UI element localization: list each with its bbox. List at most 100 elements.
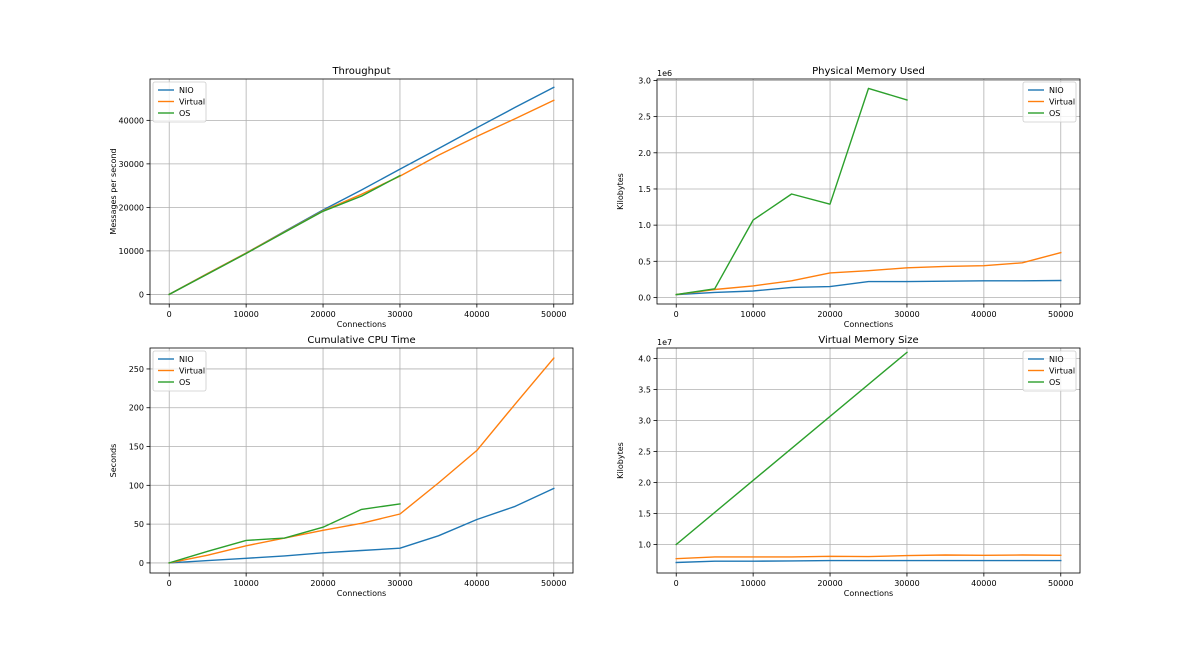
legend-entry-nio: NIO bbox=[179, 86, 194, 95]
legend-box bbox=[152, 81, 207, 123]
chart-title: Physical Memory Used bbox=[812, 66, 925, 77]
y-tick-label: 200 bbox=[129, 404, 144, 413]
legend-entry-os: OS bbox=[1049, 378, 1060, 387]
legend-entry-virtual: Virtual bbox=[1049, 98, 1075, 107]
series-line-virtual bbox=[168, 357, 555, 564]
y-tick-label: 100 bbox=[129, 481, 144, 490]
legend: NIO Virtual OS bbox=[152, 350, 207, 392]
legend-entry-os: OS bbox=[179, 109, 190, 118]
series-line-virtual bbox=[675, 554, 1062, 560]
x-tick-label: 0 bbox=[167, 579, 172, 588]
series-line-nio bbox=[675, 279, 1062, 296]
legend-box bbox=[152, 350, 207, 392]
series-line-os bbox=[168, 503, 401, 564]
y-tick-label: 0 bbox=[139, 290, 144, 299]
axes-frame bbox=[656, 78, 1081, 305]
x-tick-label: 10000 bbox=[740, 579, 765, 588]
y-tick-label: 150 bbox=[129, 443, 144, 452]
x-tick-label: 40000 bbox=[464, 579, 489, 588]
axes-frame bbox=[149, 347, 574, 574]
y-tick-label: 1.5 bbox=[638, 185, 651, 194]
series-line-os bbox=[675, 351, 908, 546]
x-tick-label: 50000 bbox=[541, 579, 566, 588]
y-tick-label: 1.5 bbox=[638, 509, 651, 518]
axis-offset-label: 1e6 bbox=[657, 69, 672, 78]
legend: NIO Virtual OS bbox=[152, 81, 207, 123]
x-tick-label: 10000 bbox=[233, 579, 258, 588]
x-tick-label: 50000 bbox=[541, 310, 566, 319]
legend-entry-nio: NIO bbox=[179, 355, 194, 364]
y-tick-label: 3.0 bbox=[638, 417, 651, 426]
x-tick-label: 30000 bbox=[894, 579, 919, 588]
chart-panel-3: 0 10000 20000 30000 40000 50000 0 50 100 150 200 25… bbox=[109, 335, 574, 598]
y-axis-label: Kilobytes bbox=[616, 442, 625, 479]
y-tick-label: 2.0 bbox=[638, 479, 651, 488]
axes-frame bbox=[149, 78, 574, 305]
legend-box bbox=[1022, 350, 1077, 392]
x-tick-label: 30000 bbox=[387, 579, 412, 588]
y-tick-label: 1.0 bbox=[638, 540, 651, 549]
x-axis-label: Connections bbox=[844, 589, 893, 598]
x-tick-label: 0 bbox=[674, 310, 679, 319]
x-tick-label: 30000 bbox=[894, 310, 919, 319]
series-line-nio bbox=[168, 487, 555, 564]
y-tick-label: 20000 bbox=[119, 203, 144, 212]
x-tick-label: 20000 bbox=[817, 310, 842, 319]
y-axis-label: Kilobytes bbox=[616, 173, 625, 210]
x-tick-label: 40000 bbox=[971, 579, 996, 588]
series-line-virtual bbox=[675, 251, 1062, 296]
legend: NIO Virtual OS bbox=[1022, 81, 1077, 123]
legend-entry-virtual: Virtual bbox=[1049, 367, 1075, 376]
x-tick-label: 50000 bbox=[1048, 310, 1073, 319]
axis-offset-label: 1e7 bbox=[657, 338, 672, 347]
legend-entry-os: OS bbox=[1049, 109, 1060, 118]
x-tick-label: 20000 bbox=[310, 579, 335, 588]
legend-box bbox=[1022, 81, 1077, 123]
legend: NIO Virtual OS bbox=[1022, 350, 1077, 392]
legend-entry-virtual: Virtual bbox=[179, 367, 205, 376]
y-tick-label: 3.5 bbox=[638, 386, 651, 395]
chart-title: Throughput bbox=[331, 66, 390, 77]
y-tick-label: 50 bbox=[134, 520, 144, 529]
y-tick-label: 2.5 bbox=[638, 113, 651, 122]
x-axis-label: Connections bbox=[337, 589, 386, 598]
plot-area bbox=[657, 348, 1080, 573]
y-tick-label: 3.0 bbox=[638, 76, 651, 85]
plot-area bbox=[150, 348, 573, 573]
x-tick-label: 0 bbox=[674, 579, 679, 588]
legend-entry-os: OS bbox=[179, 378, 190, 387]
legend-entry-nio: NIO bbox=[1049, 86, 1064, 95]
y-tick-label: 4.0 bbox=[638, 355, 651, 364]
x-tick-label: 10000 bbox=[233, 310, 258, 319]
axes-frame bbox=[656, 347, 1081, 574]
chart-panel-2: 0 10000 20000 30000 40000 50000 0.0 0.5 1.0 1.5 2.… bbox=[616, 66, 1081, 329]
y-tick-label: 30000 bbox=[119, 160, 144, 169]
x-tick-label: 10000 bbox=[740, 310, 765, 319]
y-tick-label: 0.5 bbox=[638, 257, 651, 266]
series-line-os bbox=[675, 87, 908, 296]
chart-title: Cumulative CPU Time bbox=[307, 335, 415, 346]
x-axis-label: Connections bbox=[337, 320, 386, 329]
chart-panel-4: 0 10000 20000 30000 40000 50000 1.0 1.5 2.0 2.5 3.… bbox=[616, 335, 1081, 598]
legend-entry-nio: NIO bbox=[1049, 355, 1064, 364]
y-tick-label: 2.5 bbox=[638, 448, 651, 457]
y-tick-label: 0.0 bbox=[638, 293, 651, 302]
x-tick-label: 40000 bbox=[971, 310, 996, 319]
y-axis-label: Seconds bbox=[109, 444, 118, 478]
x-tick-label: 30000 bbox=[387, 310, 412, 319]
chart-title: Virtual Memory Size bbox=[818, 335, 918, 346]
y-axis-label: Messages per second bbox=[109, 148, 118, 234]
legend-entry-virtual: Virtual bbox=[179, 98, 205, 107]
x-tick-label: 20000 bbox=[817, 579, 842, 588]
y-tick-label: 2.0 bbox=[638, 149, 651, 158]
chart-panel-1: 0 10000 20000 30000 40000 50000 0 10000 20000 300… bbox=[109, 66, 574, 329]
x-axis-label: Connections bbox=[844, 320, 893, 329]
x-tick-label: 50000 bbox=[1048, 579, 1073, 588]
series-line-nio bbox=[675, 559, 1062, 564]
x-tick-label: 20000 bbox=[310, 310, 335, 319]
y-tick-label: 250 bbox=[129, 365, 144, 374]
x-tick-label: 0 bbox=[167, 310, 172, 319]
y-tick-label: 10000 bbox=[119, 247, 144, 256]
y-tick-label: 1.0 bbox=[638, 221, 651, 230]
